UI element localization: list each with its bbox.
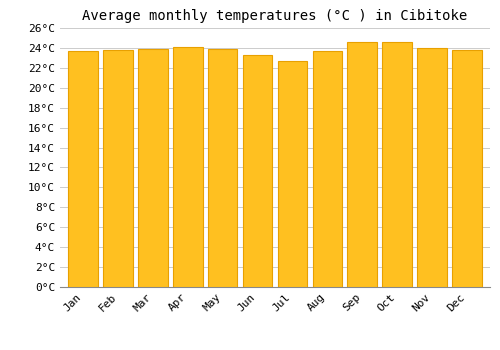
Bar bbox=[138, 49, 168, 287]
Bar bbox=[208, 49, 238, 287]
Bar bbox=[242, 55, 272, 287]
Bar bbox=[348, 42, 377, 287]
Bar bbox=[278, 61, 308, 287]
Bar bbox=[452, 50, 482, 287]
Title: Average monthly temperatures (°C ) in Cibitoke: Average monthly temperatures (°C ) in Ci… bbox=[82, 9, 468, 23]
Bar bbox=[382, 42, 412, 287]
Bar bbox=[417, 48, 447, 287]
Bar bbox=[68, 51, 98, 287]
Bar bbox=[312, 51, 342, 287]
Bar bbox=[103, 50, 133, 287]
Bar bbox=[173, 47, 203, 287]
